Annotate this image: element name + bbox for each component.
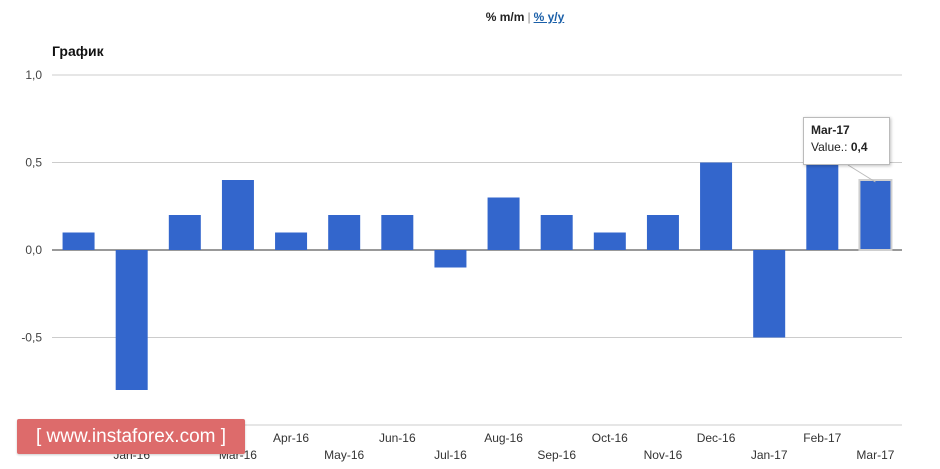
tooltip-value: 0,4 xyxy=(850,140,868,154)
bar xyxy=(275,232,308,250)
x-tick-label: Aug-16 xyxy=(484,431,523,445)
chart-title: График xyxy=(52,43,104,59)
tooltip-pointer xyxy=(847,164,876,183)
bar xyxy=(328,215,361,250)
tooltip-value-row: Value.: 0,4 xyxy=(811,140,882,154)
mode-toggle: % m/m |% y/y xyxy=(0,10,940,24)
x-tick-label: Jul-16 xyxy=(434,448,467,462)
bar xyxy=(806,162,839,250)
bar xyxy=(381,215,414,250)
y-tick-label: -0,5 xyxy=(21,331,42,345)
y-tick-label: 1,0 xyxy=(25,68,42,82)
y-tick-label: 0,0 xyxy=(25,243,42,257)
x-tick-label: Sep-16 xyxy=(537,448,576,462)
bar xyxy=(593,232,626,250)
tooltip-label: Value.: xyxy=(811,140,848,154)
x-tick-label: Mar-17 xyxy=(856,448,894,462)
x-tick-label: May-16 xyxy=(324,448,364,462)
x-tick-label: Dec-16 xyxy=(697,431,736,445)
x-tick-label: Jan-17 xyxy=(751,448,788,462)
bar xyxy=(62,232,95,250)
x-tick-label: Feb-17 xyxy=(803,431,841,445)
bar xyxy=(168,215,201,250)
watermark-logo: [ www.instaforex.com ] xyxy=(17,419,245,454)
mode-separator: | xyxy=(527,10,531,24)
chart-tooltip: Mar-17 Value.: 0,4 xyxy=(803,117,890,165)
y-tick-label: 0,5 xyxy=(25,156,42,170)
bar xyxy=(540,215,573,250)
x-tick-label: Oct-16 xyxy=(592,431,628,445)
x-tick-label: Jun-16 xyxy=(379,431,416,445)
bar xyxy=(221,180,254,250)
bar xyxy=(858,179,893,251)
mode-mm-label: % m/m xyxy=(485,10,525,24)
mode-yy-link[interactable]: % y/y xyxy=(533,10,565,24)
bar xyxy=(753,250,786,338)
tooltip-title: Mar-17 xyxy=(811,123,850,137)
bar xyxy=(115,250,148,390)
bar xyxy=(700,162,733,250)
bar xyxy=(646,215,679,250)
bar xyxy=(434,250,467,268)
x-tick-label: Apr-16 xyxy=(273,431,309,445)
bar xyxy=(487,197,520,250)
x-tick-label: Nov-16 xyxy=(644,448,683,462)
